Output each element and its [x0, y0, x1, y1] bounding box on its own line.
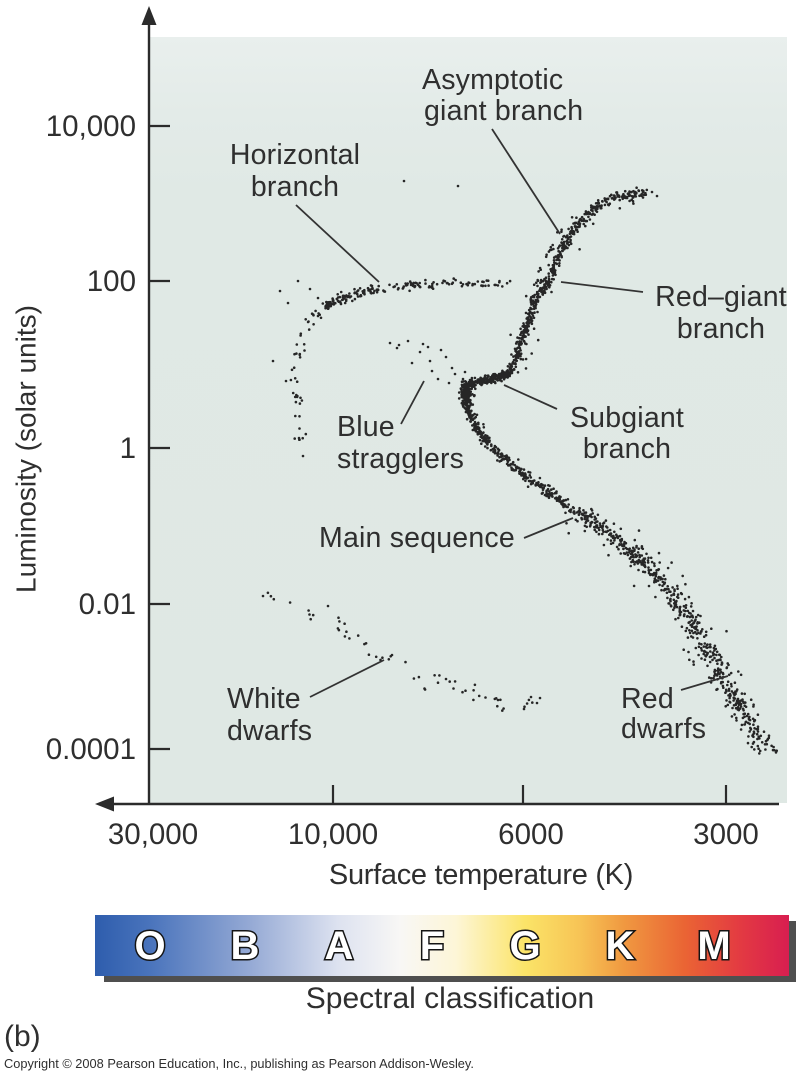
svg-text:White: White [227, 683, 301, 715]
svg-text:A: A [325, 924, 354, 968]
svg-text:F: F [420, 924, 444, 968]
svg-text:giant branch: giant branch [424, 95, 583, 127]
svg-text:Copyright © 2008 Pearson Educa: Copyright © 2008 Pearson Education, Inc.… [4, 1056, 474, 1071]
svg-text:Red–giant: Red–giant [655, 281, 787, 313]
svg-text:K: K [606, 924, 635, 968]
svg-text:stragglers: stragglers [337, 443, 464, 475]
svg-text:30,000: 30,000 [108, 818, 198, 851]
svg-text:branch: branch [251, 171, 339, 203]
svg-text:100: 100 [87, 265, 136, 298]
svg-text:Red: Red [621, 683, 674, 715]
svg-text:Horizontal: Horizontal [230, 139, 360, 171]
svg-text:dwarfs: dwarfs [621, 713, 706, 745]
svg-text:Surface temperature (K): Surface temperature (K) [329, 859, 633, 891]
svg-text:10,000: 10,000 [46, 110, 136, 143]
svg-text:Luminosity (solar units): Luminosity (solar units) [11, 305, 42, 593]
svg-text:M: M [697, 924, 730, 968]
svg-text:Blue: Blue [337, 411, 395, 443]
svg-text:branch: branch [677, 313, 765, 345]
svg-text:0.0001: 0.0001 [46, 733, 136, 766]
svg-text:branch: branch [583, 433, 671, 465]
svg-text:B: B [231, 924, 260, 968]
svg-text:Main sequence: Main sequence [319, 522, 515, 554]
svg-text:G: G [509, 924, 540, 968]
svg-text:10,000: 10,000 [288, 818, 378, 851]
svg-text:6000: 6000 [498, 818, 564, 851]
svg-text:0.01: 0.01 [79, 588, 136, 621]
svg-text:(b): (b) [4, 1020, 41, 1053]
svg-text:1: 1 [120, 432, 136, 465]
svg-text:Subgiant: Subgiant [570, 402, 684, 434]
svg-text:Asymptotic: Asymptotic [422, 64, 563, 96]
svg-text:Spectral classification: Spectral classification [306, 982, 594, 1015]
svg-text:O: O [134, 924, 165, 968]
svg-text:3000: 3000 [693, 818, 759, 851]
svg-text:dwarfs: dwarfs [227, 715, 312, 747]
